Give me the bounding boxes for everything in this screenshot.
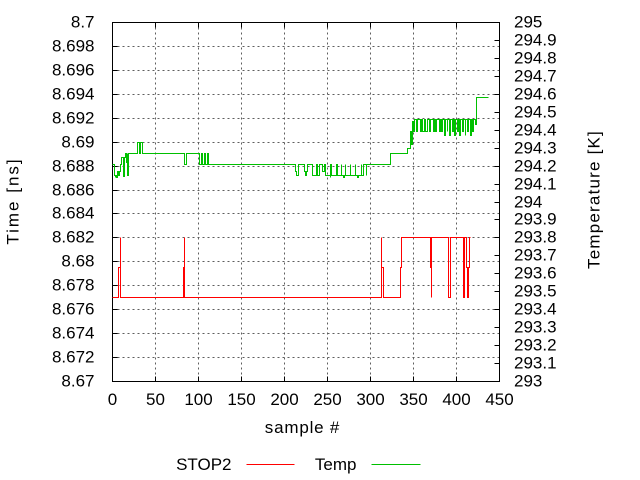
svg-text:294.6: 294.6 <box>514 85 557 104</box>
svg-text:294.5: 294.5 <box>514 103 557 122</box>
svg-text:294.8: 294.8 <box>514 49 557 68</box>
svg-text:293.4: 293.4 <box>514 300 557 319</box>
svg-text:450: 450 <box>485 390 513 409</box>
svg-text:8.692: 8.692 <box>52 109 95 128</box>
svg-text:200: 200 <box>270 390 298 409</box>
svg-text:8.7: 8.7 <box>71 13 95 32</box>
svg-text:294.9: 294.9 <box>514 31 557 50</box>
svg-text:8.68: 8.68 <box>61 252 94 271</box>
svg-text:300: 300 <box>356 390 384 409</box>
svg-text:350: 350 <box>399 390 427 409</box>
svg-text:295: 295 <box>514 13 542 32</box>
svg-text:294.4: 294.4 <box>514 121 557 140</box>
svg-text:100: 100 <box>184 390 212 409</box>
svg-text:8.676: 8.676 <box>52 300 95 319</box>
svg-text:STOP2: STOP2 <box>176 455 231 474</box>
svg-text:8.698: 8.698 <box>52 37 95 56</box>
svg-text:8.694: 8.694 <box>52 85 95 104</box>
svg-text:293.1: 293.1 <box>514 354 557 373</box>
svg-text:294: 294 <box>514 193 542 212</box>
svg-text:Temp: Temp <box>315 455 357 474</box>
svg-text:294.1: 294.1 <box>514 175 557 194</box>
svg-text:294.2: 294.2 <box>514 157 557 176</box>
svg-text:8.688: 8.688 <box>52 157 95 176</box>
svg-text:293.5: 293.5 <box>514 282 557 301</box>
svg-text:8.69: 8.69 <box>61 133 94 152</box>
svg-text:293: 293 <box>514 372 542 391</box>
svg-text:250: 250 <box>313 390 341 409</box>
svg-text:293.8: 293.8 <box>514 228 557 247</box>
svg-text:8.678: 8.678 <box>52 276 95 295</box>
svg-text:50: 50 <box>146 390 165 409</box>
svg-text:293.2: 293.2 <box>514 336 557 355</box>
svg-text:400: 400 <box>442 390 470 409</box>
svg-text:sample #: sample # <box>265 418 340 437</box>
svg-text:150: 150 <box>227 390 255 409</box>
svg-text:294.7: 294.7 <box>514 67 557 86</box>
svg-text:8.682: 8.682 <box>52 228 95 247</box>
svg-text:293.3: 293.3 <box>514 318 557 337</box>
svg-text:Temperature [K]: Temperature [K] <box>585 130 604 269</box>
svg-text:8.67: 8.67 <box>61 372 94 391</box>
svg-text:293.9: 293.9 <box>514 210 557 229</box>
svg-text:8.674: 8.674 <box>52 324 95 343</box>
svg-text:0: 0 <box>108 390 117 409</box>
svg-text:8.672: 8.672 <box>52 348 95 367</box>
svg-text:Time [ns]: Time [ns] <box>4 157 23 244</box>
svg-text:294.3: 294.3 <box>514 139 557 158</box>
svg-text:293.6: 293.6 <box>514 264 557 283</box>
svg-text:8.684: 8.684 <box>52 204 95 223</box>
svg-text:8.696: 8.696 <box>52 61 95 80</box>
svg-text:293.7: 293.7 <box>514 246 557 265</box>
svg-text:8.686: 8.686 <box>52 181 95 200</box>
